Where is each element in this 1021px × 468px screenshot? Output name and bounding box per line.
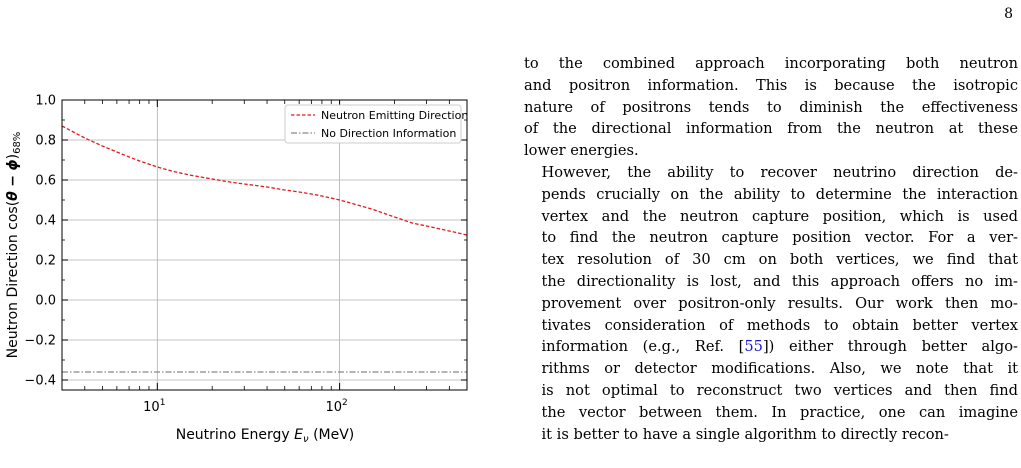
x-tick-label: 102 [325,398,347,415]
y-tick-label: 1.0 [35,94,56,109]
series-line-0 [61,125,468,236]
legend-box [284,104,462,144]
y-tick-label: 0.2 [35,254,56,269]
y-axis-label: Neutron Direction cos(θ − ϕ)68% [5,132,23,359]
y-tick-label: 0.8 [35,134,56,149]
para2-line: it is better to have a single algorithm … [541,425,949,443]
y-tick-label: 0.6 [35,174,56,189]
para2-line: is not optimal to reconstruct two vertic… [541,381,1018,399]
x-tick-label: 101 [143,398,165,415]
plot-frame [61,99,468,391]
x-axis-label: Neutrino Energy Eν (MeV) [176,427,355,445]
axis-ticks [61,99,468,390]
para2-line: pends crucially on the ability to determ… [541,185,1018,203]
para2-line: information (e.g., Ref. [55]) either thr… [541,338,1018,356]
y-tick-label: −0.4 [24,374,56,389]
para2-line: rithms or detector modifications. Also, … [541,360,1018,378]
para2-line: tex resolution of 30 cm on both vertices… [541,251,1018,269]
para2-line: provement over positron-only results. Ou… [541,294,1018,312]
page-number: 8 [1004,6,1013,22]
series-lines [61,125,468,373]
citation-link[interactable]: 55 [744,338,763,356]
neutron-direction-chart: −0.4 −0.2 0.0 0.2 0.4 0.6 0.8 1.0 101 102 Neutrin… [5,94,468,446]
y-tick-label: −0.2 [24,334,56,349]
grid-lines [62,99,467,390]
para1-line: and positron information. This is becaus… [524,76,1018,94]
legend: Neutron Emitting Direction No Direction … [284,104,468,144]
paragraph-2: However, the ability to recover neutrino… [524,162,1018,445]
legend-label-neutron-emitting: Neutron Emitting Direction [321,109,468,122]
para1-line: to the combined approach incorporating b… [524,55,1018,72]
para2-line: the directionality is lost, and this app… [541,272,1018,290]
para2-line: vertex and the neutron capture position,… [541,207,1018,225]
body-text: to the combined approach incorporating b… [524,53,1018,445]
para2-line: However, the ability to recover neutrino… [541,163,1018,181]
para1-line: of the directional information from the … [524,120,1018,138]
paragraph-1: to the combined approach incorporating b… [524,53,1018,162]
para2-line: tivates consideration of methods to obta… [541,316,1018,334]
para2-line: the vector between them. In practice, on… [541,403,1018,421]
para1-line: lower energies. [524,142,639,160]
para1-line: nature of positrons tends to diminish th… [524,98,1018,116]
legend-label-no-direction: No Direction Information [321,127,456,140]
y-tick-label: 0.0 [35,294,56,309]
y-tick-label: 0.4 [35,214,56,229]
para2-line: to find the neutron capture position vec… [541,229,1018,247]
axis-tick-labels: −0.4 −0.2 0.0 0.2 0.4 0.6 0.8 1.0 101 102 [24,94,347,416]
